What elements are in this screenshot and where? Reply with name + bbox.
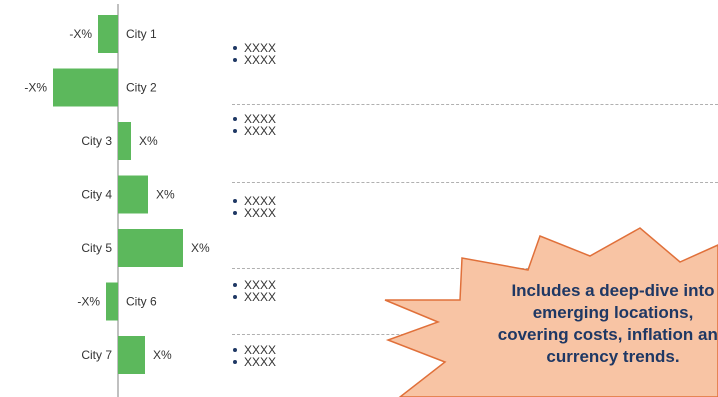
- bullet-item: XXXX: [232, 356, 276, 368]
- bullet-item: XXXX: [232, 54, 276, 66]
- bar-1: [98, 15, 118, 53]
- category-label: City 6: [126, 295, 157, 309]
- bar-6: [106, 282, 118, 321]
- row-divider: [232, 104, 718, 105]
- category-label: City 2: [126, 81, 157, 95]
- value-label: -X%: [77, 295, 100, 309]
- bullet-item: XXXX: [232, 291, 276, 303]
- row-divider: [232, 182, 718, 183]
- bar-7: [118, 336, 145, 374]
- callout-line: currency trends.: [546, 347, 680, 366]
- category-label: City 3: [81, 134, 112, 148]
- value-label: -X%: [69, 27, 92, 41]
- bullet-item: XXXX: [232, 207, 276, 219]
- bullet-item: XXXX: [232, 113, 276, 125]
- bar-3: [118, 122, 131, 160]
- bar-4: [118, 175, 148, 214]
- bullet-item: XXXX: [232, 195, 276, 207]
- callout-burst-shape: [384, 227, 718, 397]
- bullet-item: XXXX: [232, 42, 276, 54]
- bullet-group-3: XXXX XXXX: [232, 195, 276, 219]
- value-label: X%: [139, 134, 158, 148]
- category-label: City 7: [81, 348, 112, 362]
- bullet-item: XXXX: [232, 344, 276, 356]
- value-label: X%: [191, 241, 210, 255]
- callout-line: Includes a deep-dive into: [511, 281, 715, 300]
- bullet-item: XXXX: [232, 125, 276, 137]
- bullet-item: XXXX: [232, 279, 276, 291]
- bar-5: [118, 229, 183, 267]
- category-label: City 4: [81, 188, 112, 202]
- bullet-group-1: XXXX XXXX: [232, 42, 276, 66]
- value-label: X%: [156, 188, 175, 202]
- value-label: -X%: [24, 81, 47, 95]
- bullet-group-2: XXXX XXXX: [232, 113, 276, 137]
- category-label: City 5: [81, 241, 112, 255]
- callout-text: Includes a deep-dive into emerging locat…: [468, 280, 718, 368]
- value-label: X%: [153, 348, 172, 362]
- bullet-group-4: XXXX XXXX: [232, 279, 276, 303]
- callout-line: covering costs, inflation and: [497, 325, 718, 344]
- category-label: City 1: [126, 27, 157, 41]
- callout-line: emerging locations,: [532, 303, 694, 322]
- bullet-group-5: XXXX XXXX: [232, 344, 276, 368]
- bar-2: [53, 68, 118, 107]
